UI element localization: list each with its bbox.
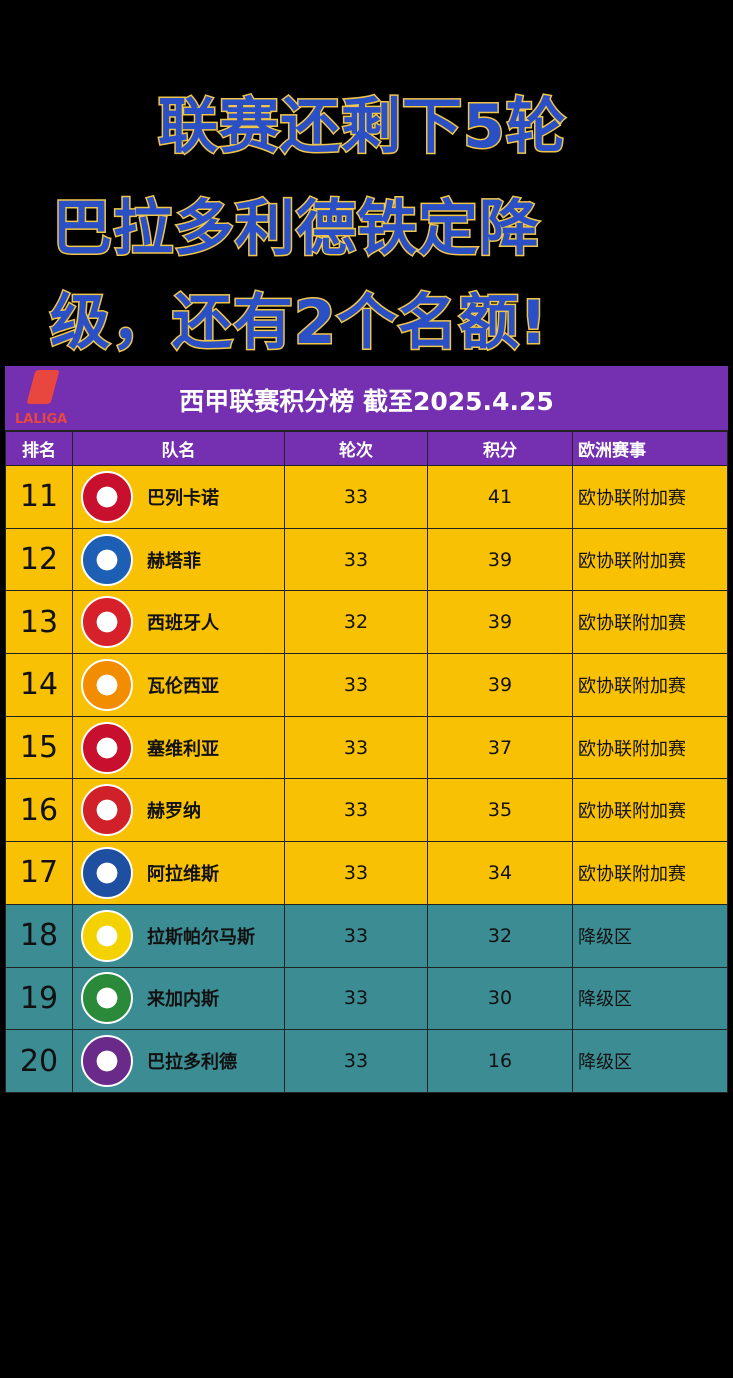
team-crest-icon (81, 972, 133, 1025)
team-crest-icon (81, 1035, 133, 1088)
played: 33 (343, 1050, 369, 1073)
points: 35 (487, 799, 513, 822)
team-name: 阿拉维斯 (147, 863, 219, 885)
points: 30 (487, 987, 513, 1010)
table-row: 12 赫塔菲 33 39 欧协联附加赛 (5, 528, 728, 592)
team-name: 来加内斯 (147, 989, 219, 1011)
table-header: 排名 队名 轮次 积分 欧洲赛事 (5, 432, 728, 466)
col-team: 队名 (73, 432, 285, 465)
col-rank: 排名 (5, 432, 73, 465)
rank: 15 (19, 730, 59, 766)
rank: 17 (19, 855, 59, 891)
played: 33 (343, 736, 369, 759)
table-row: 18 拉斯帕尔马斯 33 32 降级区 (5, 904, 728, 968)
europe-status: 欧协联附加赛 (578, 675, 686, 697)
table-row: 20 巴拉多利德 33 16 降级区 (5, 1030, 728, 1093)
europe-status: 欧协联附加赛 (578, 550, 686, 572)
rank: 12 (19, 542, 59, 578)
table-row: 15 塞维利亚 33 37 欧协联附加赛 (5, 716, 728, 780)
points: 39 (487, 548, 513, 571)
team-name: 拉斯帕尔马斯 (147, 926, 255, 948)
europe-status: 欧协联附加赛 (578, 487, 686, 509)
table-row: 11 巴列卡诺 33 41 欧协联附加赛 (5, 466, 728, 529)
col-europe: 欧洲赛事 (573, 432, 728, 465)
team-name: 巴列卡诺 (147, 487, 219, 509)
rank: 18 (19, 918, 59, 954)
points: 37 (487, 736, 513, 759)
rank: 11 (19, 479, 59, 515)
rank: 13 (19, 604, 59, 640)
team-crest-icon (81, 846, 133, 899)
team-crest-icon (81, 533, 133, 586)
points: 34 (487, 861, 513, 884)
europe-status: 欧协联附加赛 (578, 801, 686, 823)
headline-line-1: 联赛还剩下5轮 (157, 91, 568, 164)
rank: 19 (19, 980, 59, 1016)
table-row: 17 阿拉维斯 33 34 欧协联附加赛 (5, 842, 728, 905)
europe-status: 欧协联附加赛 (578, 613, 686, 635)
team-name: 赫罗纳 (147, 801, 201, 823)
rank: 16 (19, 792, 59, 828)
team-crest-icon (81, 909, 133, 962)
table-row: 13 西班牙人 32 39 欧协联附加赛 (5, 591, 728, 655)
points: 39 (487, 611, 513, 634)
laliga-logo: LALIGA (13, 368, 73, 428)
standings-table: LALIGA 西甲联赛积分榜 截至2025.4.25 排名 队名 轮次 积分 欧… (5, 366, 728, 1093)
headline-line-3: 级，还有2个名额! (48, 287, 549, 360)
table-title: 西甲联赛积分榜 截至2025.4.25 (179, 387, 554, 416)
rank: 14 (19, 667, 59, 703)
points: 16 (487, 1050, 513, 1073)
headline-line-2: 巴拉多利德铁定降 (51, 193, 541, 266)
col-points: 积分 (428, 432, 573, 465)
played: 32 (343, 611, 369, 634)
table-row: 19 来加内斯 33 30 降级区 (5, 967, 728, 1031)
table-banner: LALIGA 西甲联赛积分榜 截至2025.4.25 (5, 366, 728, 432)
points: 32 (487, 924, 513, 947)
played: 33 (343, 548, 369, 571)
team-name: 巴拉多利德 (147, 1052, 237, 1074)
team-crest-icon (81, 658, 133, 711)
played: 33 (343, 861, 369, 884)
table-row: 14 瓦伦西亚 33 39 欧协联附加赛 (5, 654, 728, 717)
team-crest-icon (81, 721, 133, 774)
europe-status: 欧协联附加赛 (578, 738, 686, 760)
europe-status: 降级区 (578, 989, 632, 1011)
team-name: 瓦伦西亚 (147, 675, 219, 697)
europe-status: 降级区 (578, 1052, 632, 1074)
rank: 20 (19, 1043, 59, 1079)
team-name: 赫塔菲 (147, 550, 201, 572)
col-played: 轮次 (285, 432, 428, 465)
played: 33 (343, 799, 369, 822)
team-name: 塞维利亚 (147, 738, 219, 760)
team-crest-icon (81, 470, 133, 523)
table-row: 16 赫罗纳 33 35 欧协联附加赛 (5, 779, 728, 843)
played: 33 (343, 987, 369, 1010)
points: 39 (487, 673, 513, 696)
points: 41 (487, 485, 513, 508)
europe-status: 降级区 (578, 926, 632, 948)
team-crest-icon (81, 784, 133, 837)
played: 33 (343, 924, 369, 947)
played: 33 (343, 485, 369, 508)
team-crest-icon (81, 596, 133, 649)
europe-status: 欧协联附加赛 (578, 863, 686, 885)
played: 33 (343, 673, 369, 696)
team-name: 西班牙人 (147, 613, 219, 635)
